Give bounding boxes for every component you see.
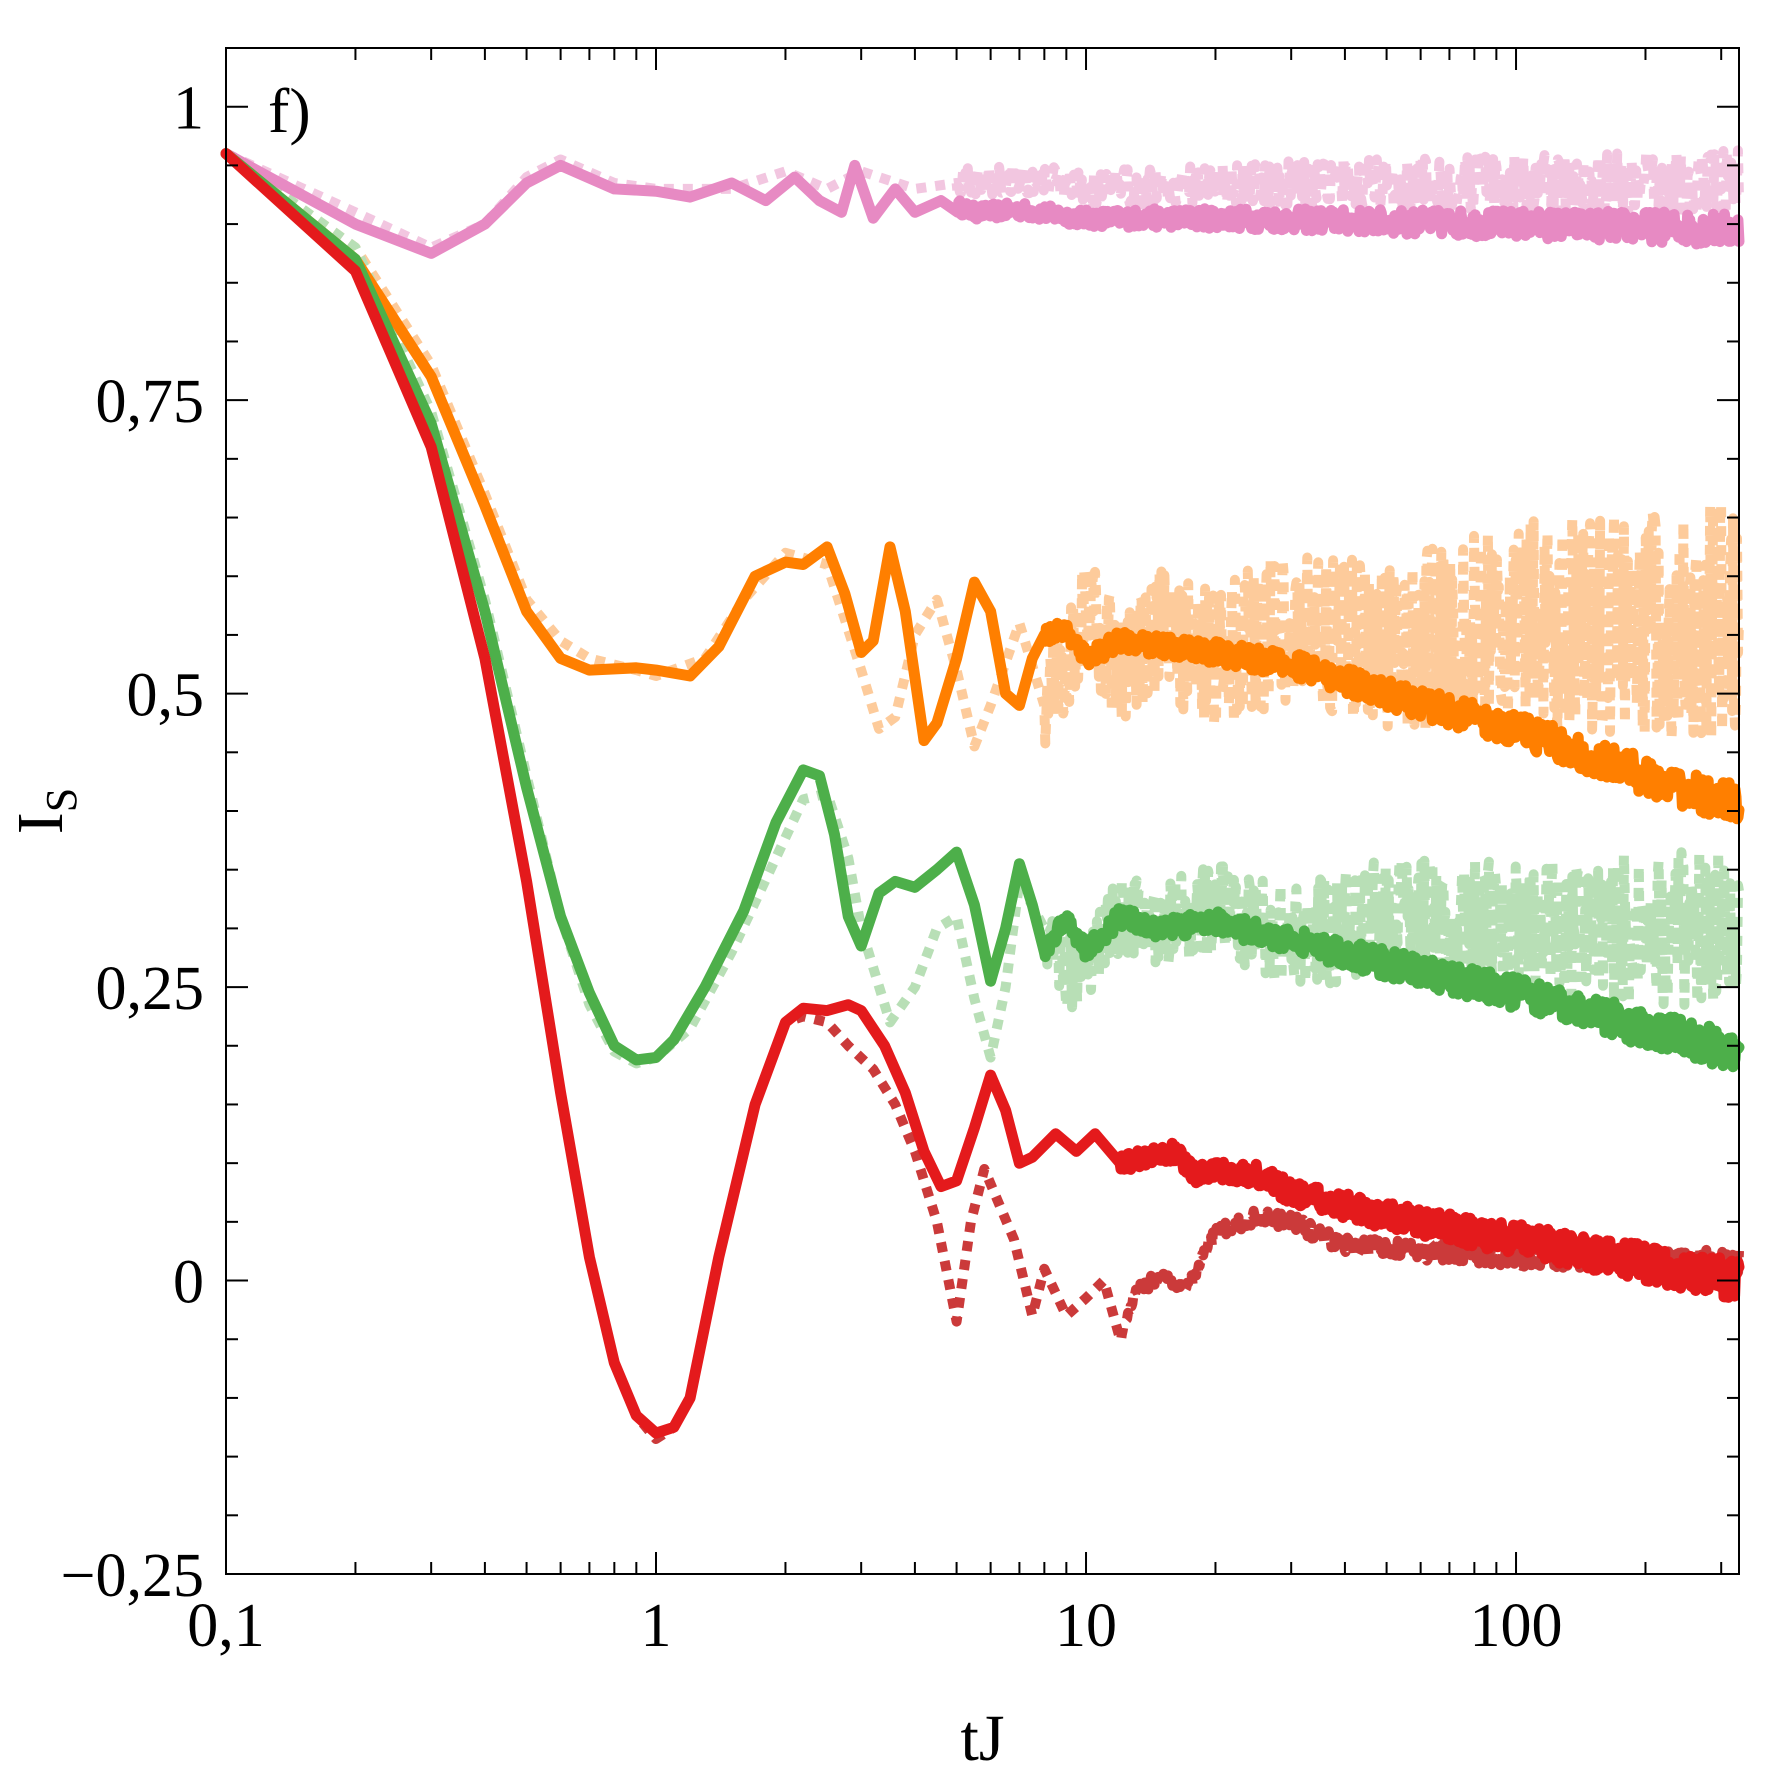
x-axis-label: tJ [960, 1702, 1004, 1771]
x-tick-label: 1 [641, 1592, 672, 1660]
y-axis-label: IS [4, 788, 86, 834]
y-tick-label: 0,25 [96, 955, 205, 1023]
plot-frame [225, 47, 1740, 1575]
series-line-1 [223, 145, 1744, 253]
series-layer [220, 145, 1745, 1444]
panel-label: f) [268, 75, 311, 146]
series-line-2 [220, 148, 1745, 825]
y-tick-label: −0,25 [61, 1542, 204, 1610]
series-line-6 [220, 148, 1745, 1439]
series-line-0 [220, 148, 1745, 259]
y-axis-label-subscript: S [37, 788, 86, 812]
x-tick-label: 10 [1055, 1592, 1117, 1660]
y-tick-label: 0,5 [127, 662, 205, 730]
series-line-5 [223, 149, 1744, 1069]
y-tick-label: 0 [173, 1249, 204, 1317]
y-tick-label: 0,75 [96, 368, 205, 436]
x-tick-label: 0,1 [187, 1592, 265, 1660]
labels-layer: 0,1 1 10 100 −0,25 0 0,25 0,5 0,75 1 [61, 75, 1563, 1660]
y-axis-label-main: I [4, 812, 77, 834]
ticks-layer [225, 47, 1739, 1575]
series-line-4 [220, 148, 1745, 1073]
x-tick-label: 100 [1470, 1592, 1563, 1660]
y-tick-label: 1 [173, 75, 204, 143]
